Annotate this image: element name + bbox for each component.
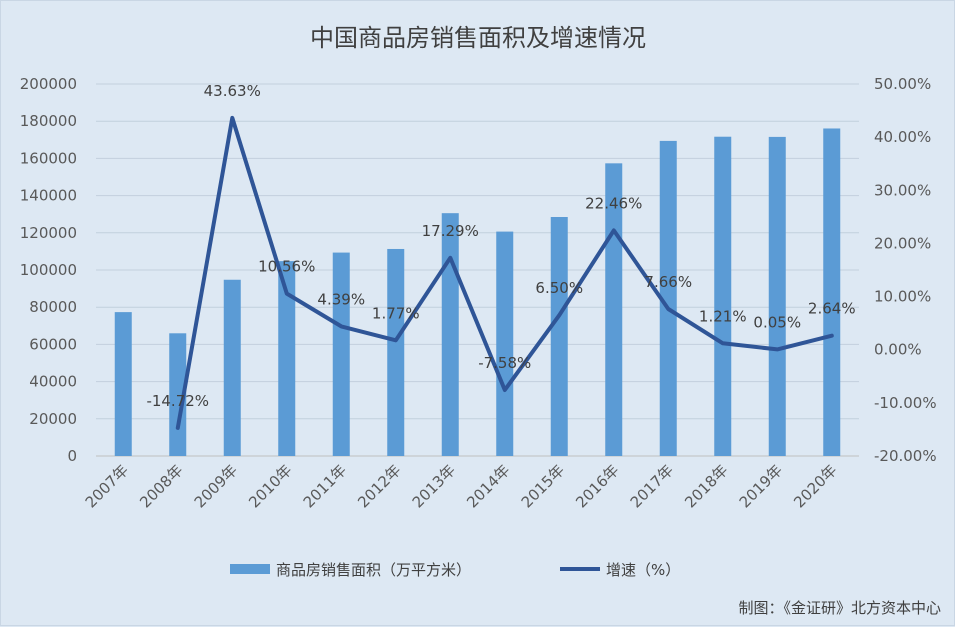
left-tick-label: 160000 <box>20 149 77 167</box>
right-tick-label: 10.00% <box>874 288 931 306</box>
left-tick-label: 100000 <box>20 261 77 279</box>
line-data-label: 4.39% <box>317 290 365 308</box>
line-data-label: 6.50% <box>535 279 583 297</box>
x-tick-label: 2009年 <box>191 461 241 511</box>
line-data-label: 1.21% <box>699 307 747 325</box>
left-axis-ticks: 0 20000 40000 60000 80000 100000 120000 140000 1… <box>20 75 77 465</box>
line-data-label: 7.66% <box>644 273 692 291</box>
line-data-label: 1.77% <box>372 304 420 322</box>
left-tick-label: 60000 <box>29 335 77 353</box>
legend: 商品房销售面积（万平方米） 增速（%） <box>230 561 680 579</box>
line-data-label: -14.72% <box>146 392 209 410</box>
bar <box>441 213 459 456</box>
credit-text: 制图：《金证研》北方资本中心 <box>738 599 941 617</box>
x-tick-label: 2019年 <box>736 461 786 511</box>
right-tick-label: 50.00% <box>874 75 931 93</box>
line-series <box>175 115 834 430</box>
x-axis-ticks: 2007年 2008年 2009年 2010年 2011年 2012年 2013年 2014年… <box>82 461 841 511</box>
line-data-label: 2.64% <box>808 300 856 318</box>
left-tick-label: 40000 <box>29 373 77 391</box>
left-tick-label: 0 <box>67 447 77 465</box>
right-tick-label: 40.00% <box>874 128 931 146</box>
bar <box>114 312 132 456</box>
bar <box>169 333 187 456</box>
bar <box>496 231 514 456</box>
x-tick-label: 2014年 <box>463 461 513 511</box>
left-tick-label: 80000 <box>29 298 77 316</box>
x-tick-label: 2012年 <box>354 461 404 511</box>
right-tick-label: -10.00% <box>874 394 937 412</box>
left-tick-label: 20000 <box>29 410 77 428</box>
bar-series <box>114 128 841 457</box>
line-data-label: 43.63% <box>204 82 261 100</box>
chart-title: 中国商品房销售面积及增速情况 <box>310 24 646 52</box>
x-tick-label: 2015年 <box>518 461 568 511</box>
right-tick-label: 0.00% <box>874 341 922 359</box>
left-tick-label: 200000 <box>20 75 77 93</box>
bar <box>823 128 841 456</box>
line-data-label: 17.29% <box>422 222 479 240</box>
legend-bar-swatch <box>230 564 270 574</box>
x-tick-label: 2008年 <box>136 461 186 511</box>
x-tick-label: 2016年 <box>572 461 622 511</box>
bar <box>550 216 568 456</box>
x-tick-label: 2010年 <box>245 461 295 511</box>
x-tick-label: 2013年 <box>409 461 459 511</box>
x-tick-label: 2020年 <box>790 461 840 511</box>
bar <box>387 248 405 456</box>
bar <box>223 279 241 456</box>
bar <box>659 140 677 456</box>
line-data-label: 0.05% <box>753 313 801 331</box>
line-data-labels: -14.72% 43.63% 10.56%4.39% 1.77% 17.29% -7.58… <box>146 82 855 410</box>
left-tick-label: 140000 <box>20 187 77 205</box>
right-axis-ticks: -20.00% -10.00% 0.00% 10.00% 20.00% 30.00% 40.… <box>874 75 937 465</box>
x-tick-label: 2018年 <box>681 461 731 511</box>
growth-line <box>175 115 834 430</box>
x-tick-label: 2007年 <box>82 461 132 511</box>
bar <box>768 136 786 457</box>
bar <box>332 252 350 456</box>
right-tick-label: 30.00% <box>874 181 931 199</box>
line-data-label: 10.56% <box>258 258 315 276</box>
x-tick-label: 2011年 <box>300 461 350 511</box>
legend-line-label: 增速（%） <box>606 561 680 579</box>
right-tick-label: 20.00% <box>874 234 931 252</box>
line-data-label: -7.58% <box>478 354 531 372</box>
left-tick-label: 180000 <box>20 112 77 130</box>
left-tick-label: 120000 <box>20 224 77 242</box>
legend-bar-label: 商品房销售面积（万平方米） <box>276 561 471 579</box>
line-data-label: 22.46% <box>585 194 642 212</box>
grid <box>96 83 859 457</box>
right-tick-label: -20.00% <box>874 447 937 465</box>
x-tick-label: 2017年 <box>627 461 677 511</box>
bar <box>278 261 296 456</box>
bar <box>714 136 732 456</box>
